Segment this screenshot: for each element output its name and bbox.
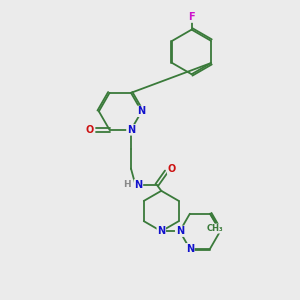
Text: O: O: [85, 125, 94, 135]
Text: CH₃: CH₃: [207, 224, 224, 233]
Text: N: N: [127, 125, 135, 135]
Text: N: N: [134, 180, 142, 190]
Text: N: N: [157, 226, 165, 236]
Text: N: N: [138, 106, 146, 116]
Text: F: F: [188, 12, 195, 22]
Text: O: O: [168, 164, 176, 174]
Text: H: H: [123, 180, 131, 189]
Text: N: N: [176, 226, 184, 236]
Text: N: N: [186, 244, 194, 254]
